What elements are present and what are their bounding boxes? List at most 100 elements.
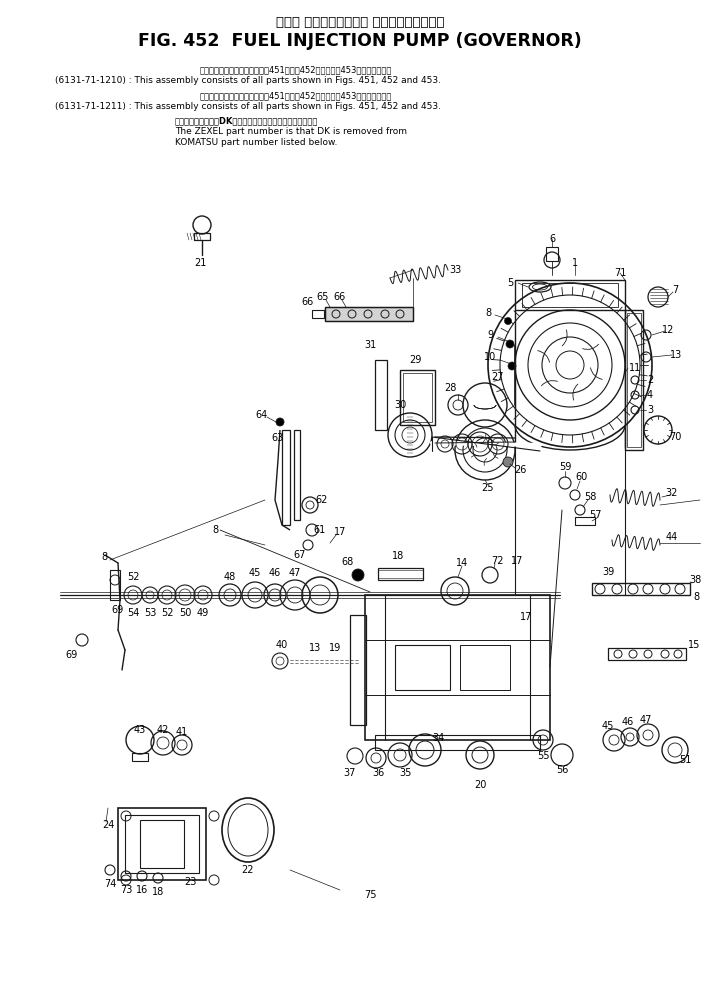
Text: 64: 64: [256, 410, 268, 420]
Text: 49: 49: [197, 608, 209, 618]
Bar: [365, 595, 550, 740]
Text: 4: 4: [647, 390, 653, 400]
Text: 35: 35: [399, 768, 411, 778]
Bar: [294, 430, 300, 520]
Text: 66: 66: [302, 297, 314, 307]
Text: 72: 72: [491, 556, 503, 566]
Bar: [140, 820, 184, 868]
Text: 17: 17: [510, 556, 523, 566]
Text: 44: 44: [666, 532, 678, 542]
Text: 39: 39: [602, 567, 614, 577]
Text: 37: 37: [342, 768, 355, 778]
Text: 47: 47: [640, 715, 653, 725]
Bar: [395, 645, 450, 690]
Bar: [592, 583, 690, 595]
Circle shape: [276, 418, 284, 426]
Bar: [627, 313, 641, 447]
Bar: [282, 430, 290, 525]
Text: 18: 18: [152, 887, 164, 897]
Text: 9: 9: [487, 330, 493, 340]
Text: 69: 69: [66, 650, 78, 660]
Bar: [194, 233, 210, 240]
Bar: [522, 283, 618, 307]
Text: 28: 28: [444, 383, 456, 393]
Text: 68: 68: [342, 557, 354, 567]
Text: 52: 52: [161, 608, 173, 618]
Text: 61: 61: [314, 525, 326, 535]
Text: 19: 19: [329, 643, 341, 653]
Text: 16: 16: [136, 885, 148, 895]
Bar: [118, 808, 206, 880]
Bar: [132, 753, 148, 761]
Bar: [312, 310, 324, 318]
Text: このアセンブリの構成部品は第451図、第452図および第453図を含みます。: このアセンブリの構成部品は第451図、第452図および第453図を含みます。: [200, 91, 392, 100]
Bar: [325, 307, 413, 321]
Text: 8: 8: [693, 592, 699, 602]
Bar: [378, 568, 423, 580]
Text: 33: 33: [449, 265, 461, 275]
Text: FIG. 452  FUEL INJECTION PUMP (GOVERNOR): FIG. 452 FUEL INJECTION PUMP (GOVERNOR): [138, 32, 582, 50]
Text: 25: 25: [482, 483, 495, 493]
Circle shape: [506, 340, 514, 348]
Text: 31: 31: [364, 340, 376, 350]
Bar: [608, 648, 686, 660]
Text: 32: 32: [665, 488, 678, 498]
Text: 69: 69: [111, 605, 123, 615]
Text: 30: 30: [394, 400, 406, 410]
Text: 27: 27: [492, 372, 504, 382]
Text: 56: 56: [556, 765, 568, 775]
Text: 1: 1: [572, 258, 578, 268]
Text: 8: 8: [485, 308, 491, 318]
Text: 15: 15: [688, 640, 700, 650]
Text: 41: 41: [176, 727, 188, 737]
Bar: [325, 307, 413, 321]
Text: 45: 45: [249, 568, 261, 578]
Text: 12: 12: [662, 325, 674, 335]
Text: (6131-71-1211) : This assembly consists of all parts shown in Figs. 451, 452 and: (6131-71-1211) : This assembly consists …: [55, 102, 441, 111]
Text: 55: 55: [536, 751, 549, 761]
Text: 14: 14: [456, 558, 468, 568]
Text: 71: 71: [614, 268, 626, 278]
Text: 42: 42: [156, 725, 169, 735]
Text: 3: 3: [647, 405, 653, 415]
Bar: [375, 360, 387, 430]
Bar: [378, 570, 423, 578]
Text: 24: 24: [102, 820, 114, 830]
Text: 65: 65: [317, 292, 329, 302]
Text: (6131-71-1210) : This assembly consists of all parts shown in Figs. 451, 452 and: (6131-71-1210) : This assembly consists …: [55, 76, 441, 85]
Text: 8: 8: [101, 552, 107, 562]
Bar: [110, 570, 120, 600]
Text: 26: 26: [514, 465, 526, 475]
Text: 17: 17: [520, 612, 532, 622]
Circle shape: [352, 569, 364, 581]
Bar: [375, 735, 540, 750]
Text: 13: 13: [670, 350, 682, 360]
Text: 43: 43: [134, 725, 146, 735]
Text: 46: 46: [269, 568, 281, 578]
Text: 62: 62: [316, 495, 328, 505]
Text: 11: 11: [629, 363, 641, 373]
Circle shape: [503, 457, 513, 467]
Text: KOMATSU part number listed below.: KOMATSU part number listed below.: [175, 138, 337, 147]
Text: 34: 34: [432, 733, 444, 743]
Text: 8: 8: [212, 525, 218, 535]
Bar: [403, 373, 432, 422]
Text: 52: 52: [127, 572, 139, 582]
Text: 73: 73: [120, 885, 132, 895]
Text: 54: 54: [127, 608, 139, 618]
Text: 23: 23: [184, 877, 196, 887]
Bar: [460, 645, 510, 690]
Text: 18: 18: [392, 551, 404, 561]
Text: 60: 60: [576, 472, 588, 482]
Text: 67: 67: [294, 550, 306, 560]
Text: フェル インジェクション ポンプ　ガ　バ　ナ: フェル インジェクション ポンプ ガ バ ナ: [275, 16, 444, 29]
Text: 36: 36: [372, 768, 384, 778]
Text: 29: 29: [409, 355, 421, 365]
Bar: [125, 815, 199, 873]
Text: 46: 46: [622, 717, 634, 727]
Text: 2: 2: [647, 375, 653, 385]
Bar: [400, 370, 435, 425]
Text: 22: 22: [242, 865, 255, 875]
Text: 5: 5: [507, 278, 513, 288]
Bar: [350, 615, 366, 725]
